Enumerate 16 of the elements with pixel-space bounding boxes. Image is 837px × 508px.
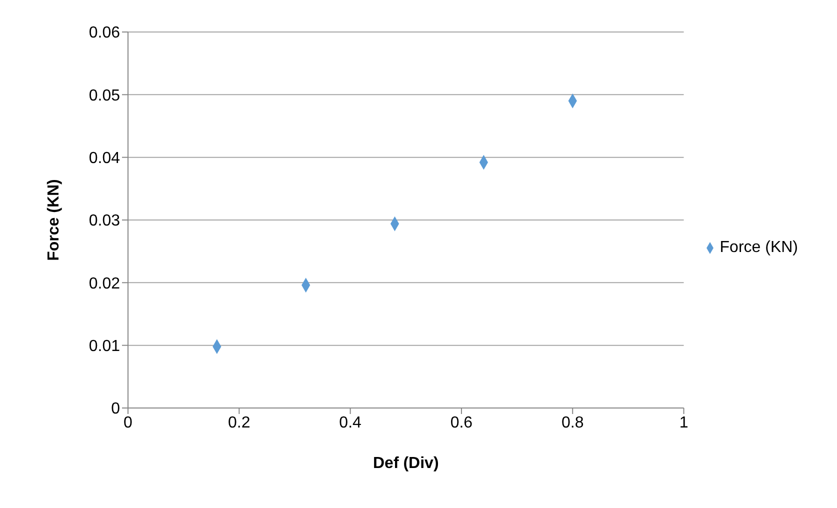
x-tick-label: 1 xyxy=(679,414,688,432)
x-tick-label: 0.2 xyxy=(228,414,250,432)
y-tick-label: 0.02 xyxy=(88,275,120,292)
x-tick-label: 0.8 xyxy=(561,414,584,432)
y-tick-label: 0.03 xyxy=(88,212,120,230)
y-axis-title: Force (KN) xyxy=(46,179,63,261)
legend-label: Force (KN) xyxy=(720,239,798,256)
y-tick-label: 0.06 xyxy=(88,24,120,42)
y-tick-label: 0.04 xyxy=(88,150,120,168)
x-axis-title: Def (Div) xyxy=(372,455,439,472)
x-tick-label: 0.6 xyxy=(450,414,473,432)
y-tick-label: 0.01 xyxy=(88,338,120,356)
x-tick-label: 0 xyxy=(124,414,133,432)
y-tick-label: 0.05 xyxy=(88,87,120,104)
x-tick-label: 0.4 xyxy=(339,414,362,432)
y-tick-label: 0 xyxy=(111,400,120,418)
